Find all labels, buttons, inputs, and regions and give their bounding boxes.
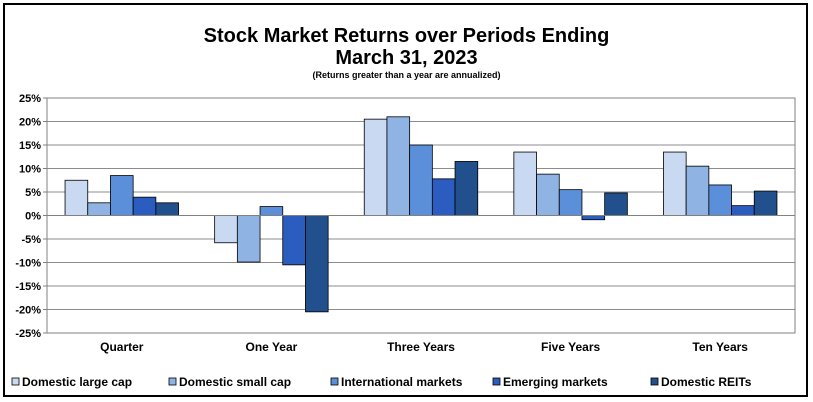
bar <box>536 173 560 216</box>
y-tick-label: 10% <box>19 164 41 176</box>
bars <box>64 116 778 313</box>
bar <box>558 189 583 216</box>
bar <box>155 202 179 216</box>
legend-label: Domestic REITs <box>661 375 752 389</box>
bar <box>132 196 157 216</box>
legend-label: Domestic small cap <box>179 375 291 389</box>
legend-swatch <box>650 377 659 386</box>
x-category-label: One Year <box>245 340 297 354</box>
y-tick-label: -15% <box>15 281 41 293</box>
bar <box>753 190 778 216</box>
bar <box>708 184 732 216</box>
bar <box>236 215 261 263</box>
bar <box>731 205 755 216</box>
y-tick-label: -5% <box>21 234 41 246</box>
legend-swatch <box>330 377 339 386</box>
legend-swatch <box>492 377 501 386</box>
bar <box>685 165 710 216</box>
x-category-label: Quarter <box>100 340 144 354</box>
x-category-label: Five Years <box>541 340 600 354</box>
y-tick-label: -25% <box>15 328 41 340</box>
chart-subtitle: March 31, 2023 <box>335 47 478 69</box>
bar <box>110 175 134 216</box>
legend-label: Emerging markets <box>503 375 608 389</box>
bar <box>513 151 537 216</box>
bar <box>581 215 606 221</box>
bar <box>386 116 411 216</box>
chart-note: (Returns greater than a year are annuali… <box>312 70 501 80</box>
bar <box>64 179 89 216</box>
bar <box>259 206 284 216</box>
y-tick-label: 0% <box>25 211 41 223</box>
y-tick-label: 15% <box>19 140 41 152</box>
bar <box>663 151 687 216</box>
legend-swatch <box>11 377 20 386</box>
bar <box>604 192 628 216</box>
legend-swatch <box>168 377 177 386</box>
bar <box>305 215 329 313</box>
bar <box>363 118 388 216</box>
bar <box>431 178 456 216</box>
x-category-label: Three Years <box>387 340 455 354</box>
bar <box>409 144 433 216</box>
bar <box>87 202 111 216</box>
x-category-label: Ten Years <box>692 340 748 354</box>
chart-title: Stock Market Returns over Periods Ending <box>203 25 610 47</box>
x-axis: Quarter One Year Three Years Five Years Ten … <box>100 340 748 354</box>
bar <box>454 161 479 216</box>
bar <box>282 215 306 266</box>
legend: Domestic large cap Domestic small cap Inte… <box>11 375 752 389</box>
y-tick-label: 25% <box>19 93 41 105</box>
y-tick-label: 5% <box>25 187 41 199</box>
y-tick-label: 20% <box>19 117 41 129</box>
legend-label: Domestic large cap <box>22 375 132 389</box>
y-tick-label: -20% <box>15 305 41 317</box>
y-axis: 25% 20% 15% 10% 5% 0% -5% -10% -15% -20% -25% <box>15 93 47 340</box>
bar <box>214 215 238 244</box>
y-tick-label: -10% <box>15 258 41 270</box>
legend-label: International markets <box>341 375 463 389</box>
